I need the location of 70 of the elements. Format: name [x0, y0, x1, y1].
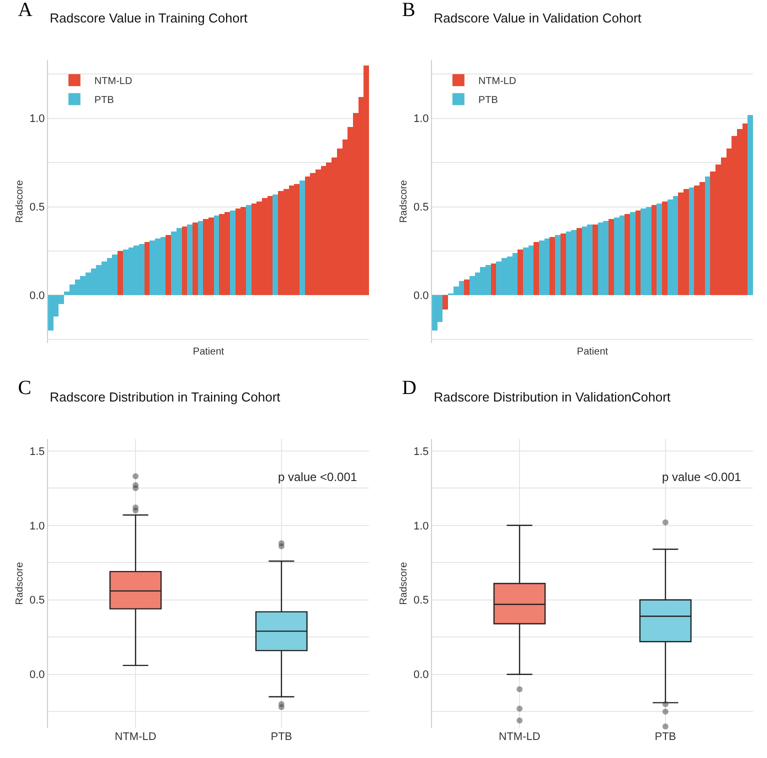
x-axis-title: Patient [192, 346, 224, 358]
bar [688, 187, 694, 296]
y-axis-title: Radscore [14, 562, 26, 605]
bar [576, 228, 582, 296]
text: D [402, 377, 416, 399]
y-tick-label: 0.5 [30, 202, 45, 214]
chart-title: Radscore Value in Validation Cohort [434, 10, 642, 26]
bar [518, 249, 523, 296]
y-tick-label: 1.5 [30, 446, 45, 458]
bar [464, 279, 470, 296]
y-tick-label: 0.0 [414, 290, 429, 302]
y-tick-label: 0.0 [30, 669, 45, 682]
legend-label: PTB [478, 95, 498, 106]
y-tick-label: 0.0 [414, 669, 429, 682]
y-tick-label: 1.0 [414, 113, 429, 126]
legend-label: PTB [94, 95, 114, 106]
annotation: p value <0.001 [662, 470, 742, 484]
x-axis-title: Patient [576, 346, 608, 358]
x-tick-label: NTM-LD [114, 731, 156, 743]
bar [630, 212, 636, 296]
bar [246, 205, 252, 296]
chart-title: Radscore Value in Training Cohort [50, 10, 248, 26]
x-tick-label: NTM-LD [498, 731, 540, 743]
bar [651, 205, 657, 296]
chart-title: Radscore Distribution in ValidationCohort [434, 389, 671, 404]
bar [198, 220, 204, 296]
y-tick-label: 1.5 [414, 446, 429, 458]
bar [214, 216, 220, 296]
text: A [18, 0, 33, 21]
bar [656, 203, 662, 296]
bar [635, 210, 641, 296]
bar [230, 210, 236, 296]
legend-label: NTM-LD [94, 76, 132, 88]
x-tick-label: PTB [654, 731, 676, 743]
text: C [18, 377, 32, 399]
y-tick-label: 1.0 [30, 520, 45, 532]
bar [624, 214, 630, 296]
legend-label: NTM-LD [478, 76, 516, 88]
chart-title: Radscore Distribution in Training Cohort [50, 389, 281, 404]
bar [534, 242, 539, 296]
y-tick-label: 1.0 [414, 520, 429, 532]
bar [748, 114, 753, 296]
bar [187, 224, 192, 296]
bar [662, 202, 668, 296]
bar [608, 219, 614, 296]
bar [272, 194, 278, 296]
text: B [402, 0, 416, 21]
bar [560, 233, 566, 296]
bar [442, 295, 448, 310]
y-axis-title: Radscore [398, 562, 410, 605]
bar [592, 224, 598, 296]
bar [182, 226, 188, 296]
bar [192, 222, 198, 296]
bar [118, 251, 123, 296]
bar [299, 180, 305, 296]
bar [490, 263, 496, 296]
y-tick-label: 0.5 [414, 594, 429, 607]
x-tick-label: PTB [270, 731, 292, 743]
y-axis-title: Radscore [14, 180, 26, 223]
annotation: p value <0.001 [278, 470, 358, 484]
bar [555, 235, 560, 296]
bar [704, 176, 710, 296]
y-tick-label: 0.0 [30, 290, 45, 302]
bar [166, 235, 172, 296]
y-tick-label: 0.5 [414, 202, 429, 214]
bar [144, 242, 150, 296]
bar [550, 236, 556, 296]
y-axis-title: Radscore [398, 180, 410, 223]
y-tick-label: 1.0 [30, 113, 45, 126]
y-tick-label: 0.5 [30, 594, 45, 607]
